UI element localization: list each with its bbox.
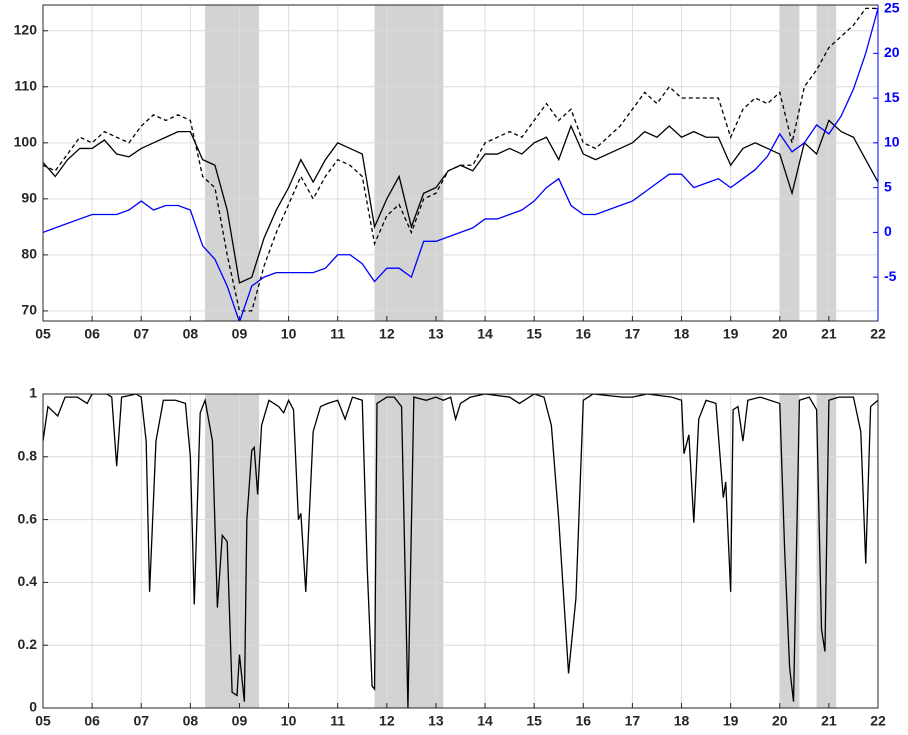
x-tick-label: 08	[183, 326, 199, 342]
x-tick-label: 12	[379, 713, 395, 729]
y-tick-label: 90	[21, 190, 37, 206]
shaded-period	[816, 5, 837, 321]
plot-frame	[42, 393, 879, 709]
x-tick-label: 12	[379, 326, 395, 342]
x-tick-label: 20	[772, 713, 788, 729]
data-line	[43, 8, 878, 321]
x-tick-label: 14	[477, 326, 493, 342]
x-tick-label: 10	[281, 326, 297, 342]
x-tick-label: 07	[133, 713, 149, 729]
x-tick-label: 21	[821, 326, 837, 342]
x-tick-label: 18	[674, 326, 690, 342]
y-tick-label: 0.8	[18, 448, 38, 464]
x-tick-label: 11	[330, 713, 345, 729]
x-tick-label: 20	[772, 326, 788, 342]
x-tick-label: 15	[526, 713, 542, 729]
x-tick-label: 13	[428, 326, 444, 342]
x-tick-label: 17	[625, 326, 641, 342]
x-tick-label: 15	[526, 326, 542, 342]
y2-tick-label: 5	[884, 178, 892, 194]
x-tick-label: 13	[428, 713, 444, 729]
x-tick-label: 10	[281, 713, 297, 729]
y-tick-label: 80	[21, 246, 37, 262]
shaded-period	[205, 5, 260, 321]
x-tick-label: 18	[674, 713, 690, 729]
y2-tick-label: 0	[884, 223, 892, 239]
x-tick-label: 22	[870, 713, 886, 729]
x-tick-label: 19	[723, 326, 739, 342]
x-tick-label: 05	[35, 326, 51, 342]
x-tick-label: 16	[576, 326, 592, 342]
x-tick-label: 09	[232, 713, 248, 729]
x-tick-label: 09	[232, 326, 248, 342]
data-line	[43, 7, 878, 312]
shaded-period	[779, 5, 800, 321]
y-tick-label: 70	[21, 302, 37, 318]
x-tick-label: 22	[870, 326, 886, 342]
data-line	[43, 394, 878, 708]
shaded-period	[374, 5, 444, 321]
x-tick-label: 19	[723, 713, 739, 729]
plot-area	[43, 394, 878, 708]
x-tick-label: 16	[576, 713, 592, 729]
plot-area	[43, 5, 878, 321]
y-tick-label: 1	[29, 385, 37, 401]
y2-tick-label: 20	[884, 44, 900, 60]
y-tick-label: 0.4	[18, 573, 38, 589]
x-tick-label: 17	[625, 713, 641, 729]
x-tick-label: 06	[84, 326, 100, 342]
y-tick-label: 110	[14, 78, 37, 94]
y-tick-label: 0.6	[18, 510, 38, 526]
y-tick-label: 0.2	[18, 636, 38, 652]
y2-tick-label: -5	[884, 268, 897, 284]
x-tick-label: 07	[133, 326, 149, 342]
y-tick-label: 0	[29, 699, 37, 715]
y2-tick-label: 10	[884, 134, 900, 150]
x-tick-label: 21	[821, 713, 837, 729]
x-tick-label: 08	[183, 713, 199, 729]
x-tick-label: 05	[35, 713, 51, 729]
y2-tick-label: 25	[884, 0, 900, 15]
x-tick-label: 06	[84, 713, 100, 729]
y2-tick-label: 15	[884, 89, 900, 105]
x-tick-label: 11	[330, 326, 345, 342]
y-tick-label: 100	[14, 134, 38, 150]
y-tick-label: 120	[14, 21, 38, 37]
shaded-period	[205, 394, 260, 708]
x-tick-label: 14	[477, 713, 493, 729]
